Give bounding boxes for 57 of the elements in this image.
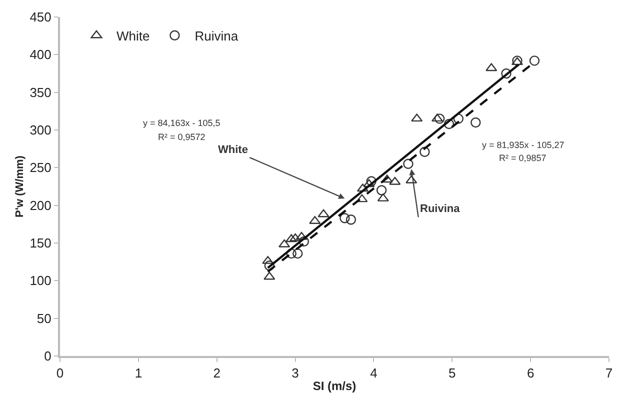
annotation: y = 84,163x - 105,5: [143, 118, 220, 128]
point: [292, 248, 303, 259]
point: [444, 118, 454, 130]
y-tick-label: 0: [44, 348, 52, 364]
point: [377, 193, 389, 202]
point: [389, 176, 401, 185]
point: [298, 236, 310, 247]
x-tick-label: 2: [213, 366, 220, 381]
annotation: R² = 0,9857: [499, 153, 546, 163]
point: [434, 114, 445, 124]
x-tick-label: 3: [292, 366, 299, 381]
point: [286, 248, 296, 259]
annotation: Ruivina: [420, 203, 461, 215]
point: [363, 179, 375, 188]
y-tick-label: 250: [30, 160, 52, 176]
point: [262, 256, 274, 264]
point: [346, 214, 356, 225]
point: [411, 114, 423, 122]
x-tick-label: 6: [526, 366, 534, 381]
x-axis-title: SI (m/s): [312, 379, 356, 393]
legend-label: White: [116, 28, 150, 44]
point: [376, 185, 387, 196]
annotation: White: [218, 144, 248, 156]
y-tick-label: 50: [36, 310, 52, 326]
point: [529, 56, 540, 66]
y-tick-label: 150: [30, 236, 52, 251]
point: [486, 63, 498, 72]
x-tick-label: 5: [448, 366, 456, 381]
point: [356, 194, 368, 202]
x-tick-label: 1: [134, 366, 142, 381]
point: [403, 158, 414, 169]
point: [296, 232, 308, 240]
point: [264, 260, 274, 271]
y-tick-label: 100: [30, 273, 52, 288]
annotation: y = 81,935x - 105,27: [482, 140, 564, 150]
point: [366, 176, 376, 186]
point: [470, 117, 481, 128]
y-tick-label: 300: [30, 122, 52, 138]
point: [340, 213, 350, 224]
point: [381, 174, 393, 183]
legend-label: Ruivina: [194, 28, 239, 44]
x-tick-label: 7: [605, 366, 613, 381]
x-tick-label: 0: [56, 366, 64, 381]
point: [406, 175, 418, 184]
point: [286, 234, 298, 242]
y-tick-label: 450: [30, 10, 52, 25]
annotation: R² = 0,9572: [158, 132, 206, 142]
y-tick-label: 400: [30, 47, 52, 62]
point: [278, 239, 290, 248]
point: [264, 272, 276, 280]
y-tick-label: 350: [30, 84, 52, 100]
y-tick-label: 200: [30, 198, 52, 213]
point: [318, 209, 330, 218]
x-tick-label: 4: [370, 366, 378, 381]
point: [501, 68, 512, 79]
point: [420, 146, 430, 157]
y-axis-title: P'w (W/mm): [14, 155, 26, 218]
